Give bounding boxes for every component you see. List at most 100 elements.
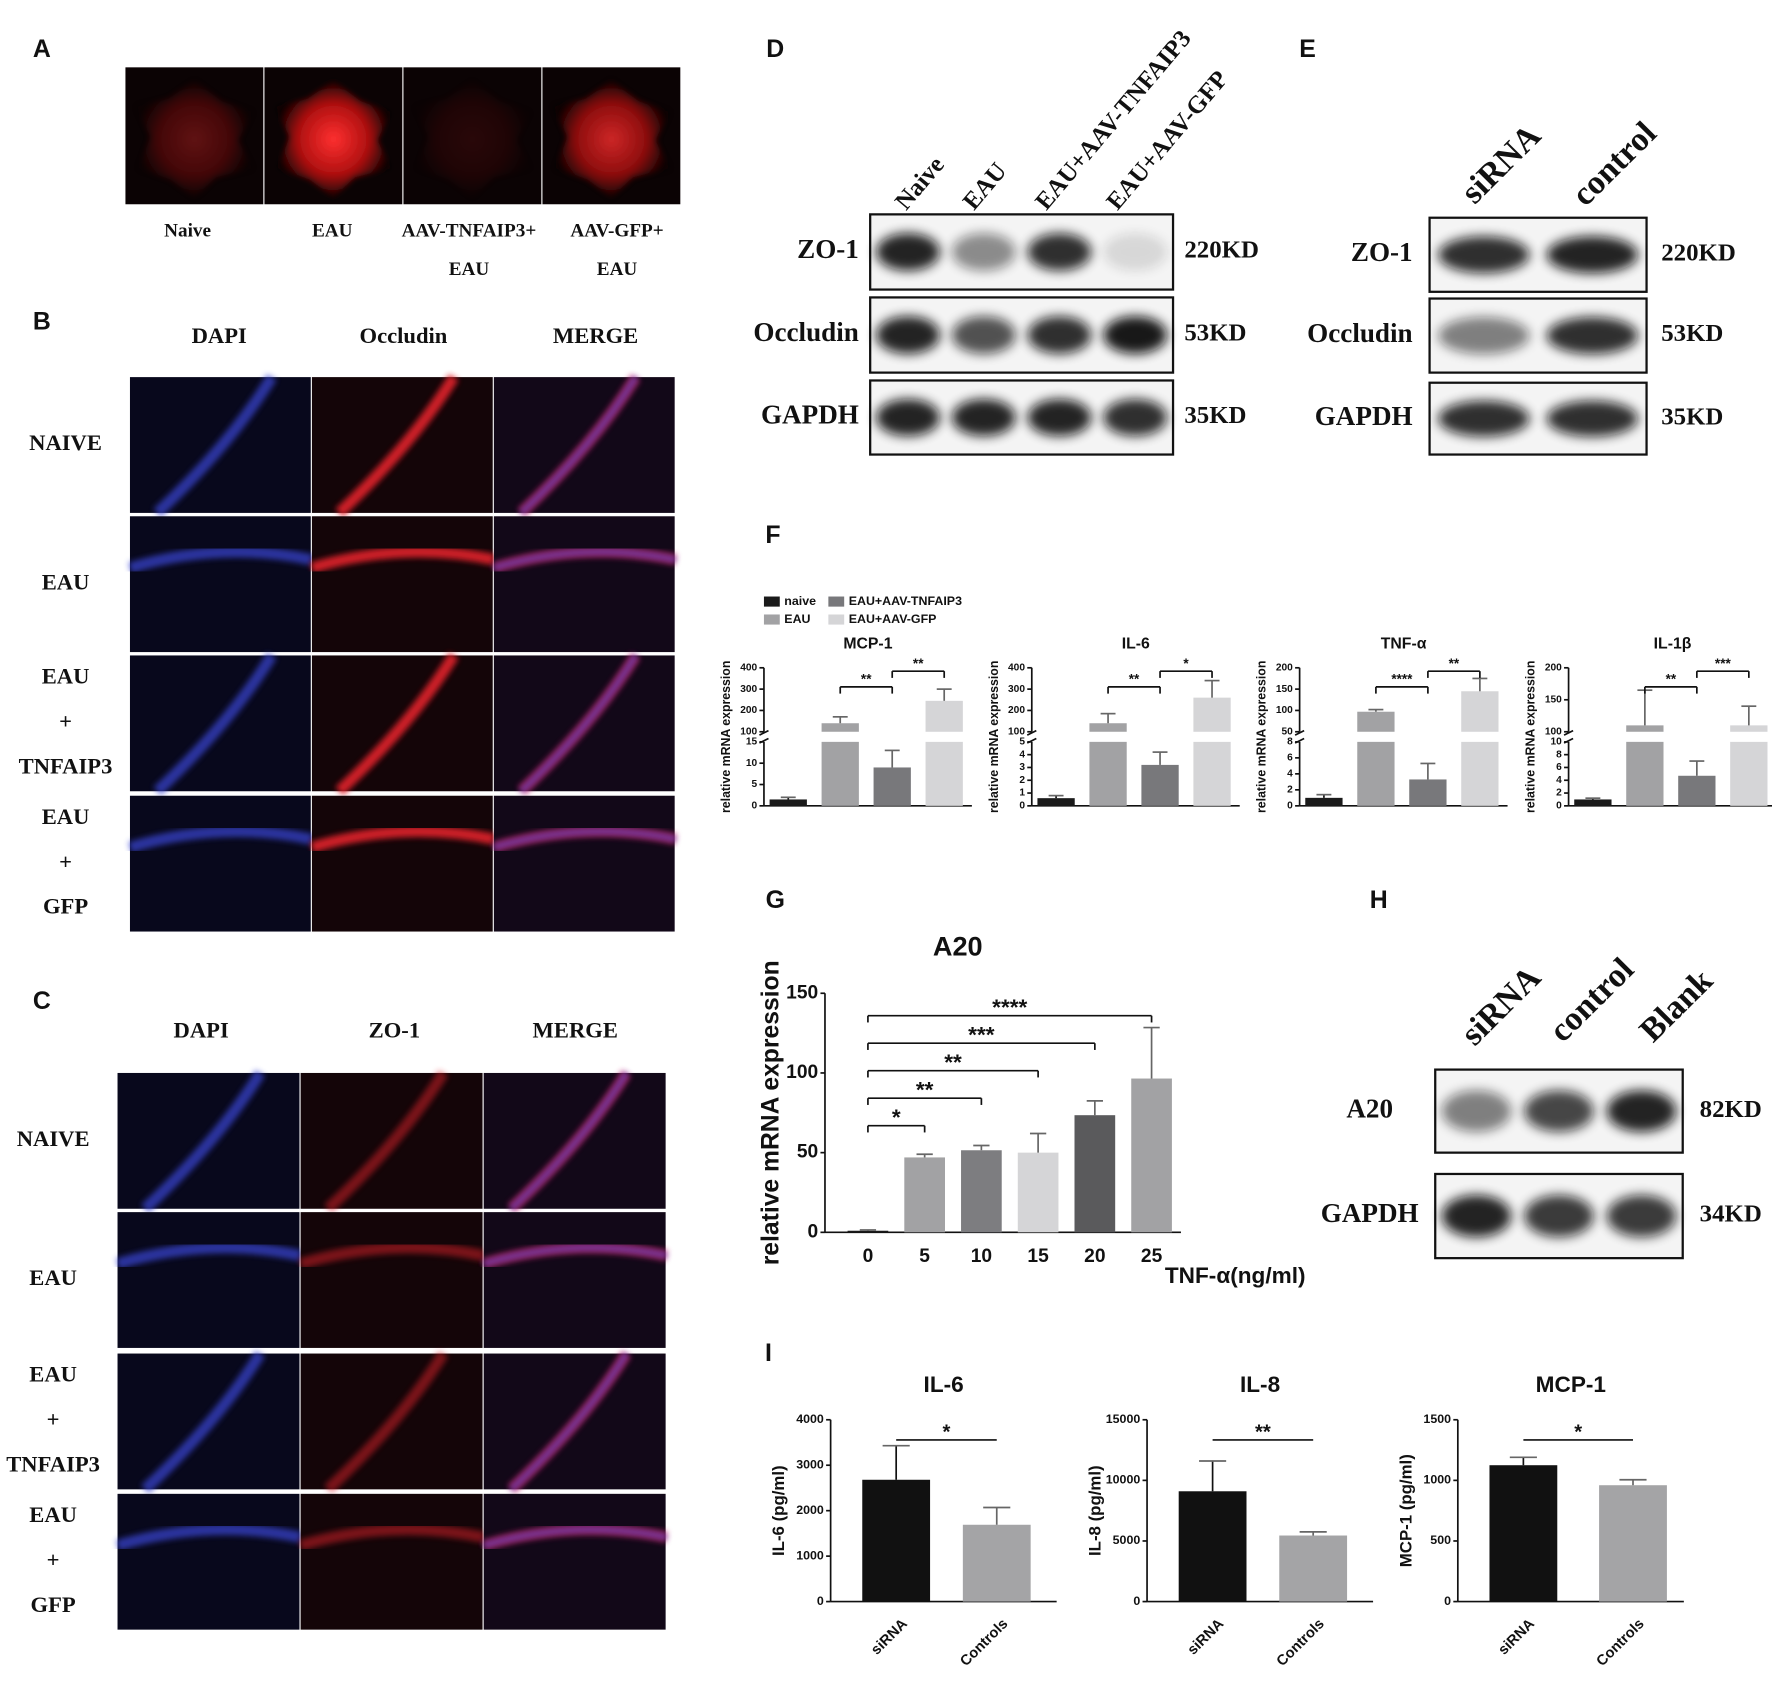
label: Occludin xyxy=(360,323,448,348)
y-tick-label: 300 xyxy=(740,684,757,695)
bar xyxy=(1489,1465,1558,1602)
tissue xyxy=(335,652,459,796)
retina-shape xyxy=(275,80,392,198)
retina xyxy=(136,80,253,198)
band-label: GAPDH xyxy=(761,400,859,430)
x-tick-label: Controls xyxy=(957,1616,1011,1670)
micrograph xyxy=(311,516,493,653)
y-tick-label: 10 xyxy=(1550,737,1562,748)
lane-label: Blank xyxy=(1633,962,1721,1049)
size-label: 220KD xyxy=(1661,240,1736,267)
tissue xyxy=(128,825,314,853)
y-tick-label: 150 xyxy=(1276,684,1293,695)
y-tick-label: 4 xyxy=(1287,769,1293,780)
band xyxy=(1441,1090,1512,1132)
y-tick-label: 400 xyxy=(1008,662,1025,673)
label: Naive xyxy=(164,221,211,242)
bar xyxy=(1461,741,1499,806)
band xyxy=(951,233,1016,271)
y-tick-label: 4 xyxy=(1556,775,1562,786)
panel-label: D xyxy=(766,36,784,63)
x-tick-label: 25 xyxy=(1141,1246,1163,1267)
panel-label: I xyxy=(765,1340,772,1367)
significance-label: ** xyxy=(1255,1422,1271,1444)
bar xyxy=(1461,691,1499,732)
y-tick-label: 5 xyxy=(752,779,758,790)
significance-label: *** xyxy=(968,1022,995,1047)
label: EAU xyxy=(312,221,353,242)
chart-title: MCP-1 xyxy=(843,635,892,652)
tissue xyxy=(509,1352,629,1491)
size-label: 34KD xyxy=(1700,1201,1762,1228)
label: MERGE xyxy=(533,1018,618,1043)
bar xyxy=(1409,779,1447,806)
legend-label: naive xyxy=(784,594,816,608)
label: DAPI xyxy=(174,1018,229,1043)
label: EAU xyxy=(42,804,90,829)
y-tick-label: 2 xyxy=(1019,775,1025,786)
legend-label: EAU xyxy=(784,612,810,626)
chart-title: IL-6 xyxy=(1122,635,1150,652)
y-tick-label: 200 xyxy=(740,705,757,716)
y-tick-label: 5 xyxy=(1019,737,1025,748)
y-tick-label: 6 xyxy=(1287,753,1293,764)
panel-label: F xyxy=(765,522,780,549)
chart-title: A20 xyxy=(933,932,983,962)
label: EAU xyxy=(449,259,490,280)
band-label: GAPDH xyxy=(1321,1198,1419,1228)
label: AAV-GFP+ xyxy=(570,221,663,242)
micrograph xyxy=(129,795,311,932)
y-tick-label: 8 xyxy=(1287,737,1293,748)
label: EAU xyxy=(29,1502,77,1527)
band xyxy=(1103,316,1167,354)
chart-title: IL-8 xyxy=(1240,1372,1280,1397)
bar xyxy=(1357,711,1395,732)
lane-label: control xyxy=(1542,951,1641,1049)
y-tick-label: 200 xyxy=(1008,705,1025,716)
retina xyxy=(414,80,531,198)
retina-shape xyxy=(414,80,531,198)
band xyxy=(951,398,1016,437)
x-tick-label: Controls xyxy=(1274,1616,1328,1670)
label: NAIVE xyxy=(29,430,102,455)
band xyxy=(1546,236,1638,274)
y-tick-label: 1500 xyxy=(1423,1412,1451,1426)
tissue xyxy=(298,1242,485,1270)
micrograph xyxy=(129,516,311,653)
bar xyxy=(925,741,963,806)
significance-label: ** xyxy=(1449,656,1460,671)
retina xyxy=(553,80,670,198)
bar xyxy=(925,700,963,732)
y-tick-label: 0 xyxy=(1556,801,1562,812)
tissue xyxy=(141,1070,266,1213)
bar xyxy=(821,741,859,806)
bar xyxy=(862,1479,931,1602)
chart-title: TNF-α xyxy=(1381,635,1427,652)
y-axis-label: relative mRNA expression xyxy=(1524,661,1538,813)
micrograph xyxy=(300,1212,483,1348)
bar xyxy=(1574,799,1612,806)
tissue xyxy=(153,374,277,517)
band xyxy=(951,316,1016,354)
micrograph xyxy=(493,795,675,932)
lane-label: EAU+AAV-GFP xyxy=(1101,66,1233,215)
y-tick-label: 100 xyxy=(786,1062,818,1083)
bar xyxy=(1017,1152,1059,1233)
tissue xyxy=(115,1523,302,1551)
micrograph xyxy=(311,795,493,932)
bar xyxy=(1678,775,1716,806)
y-tick-label: 400 xyxy=(740,662,757,673)
legend-swatch xyxy=(828,596,845,607)
bar xyxy=(847,1230,889,1233)
y-tick-label: 0 xyxy=(752,801,758,812)
band xyxy=(1103,233,1167,271)
tissue xyxy=(519,375,638,515)
y-tick-label: 300 xyxy=(1008,684,1025,695)
x-tick-label: 5 xyxy=(919,1246,930,1267)
label: GFP xyxy=(43,894,88,919)
micrograph xyxy=(117,1493,300,1630)
label: GFP xyxy=(31,1592,76,1617)
lane-label: siRNA xyxy=(1454,117,1549,211)
retina xyxy=(275,80,392,198)
band xyxy=(1027,398,1092,437)
